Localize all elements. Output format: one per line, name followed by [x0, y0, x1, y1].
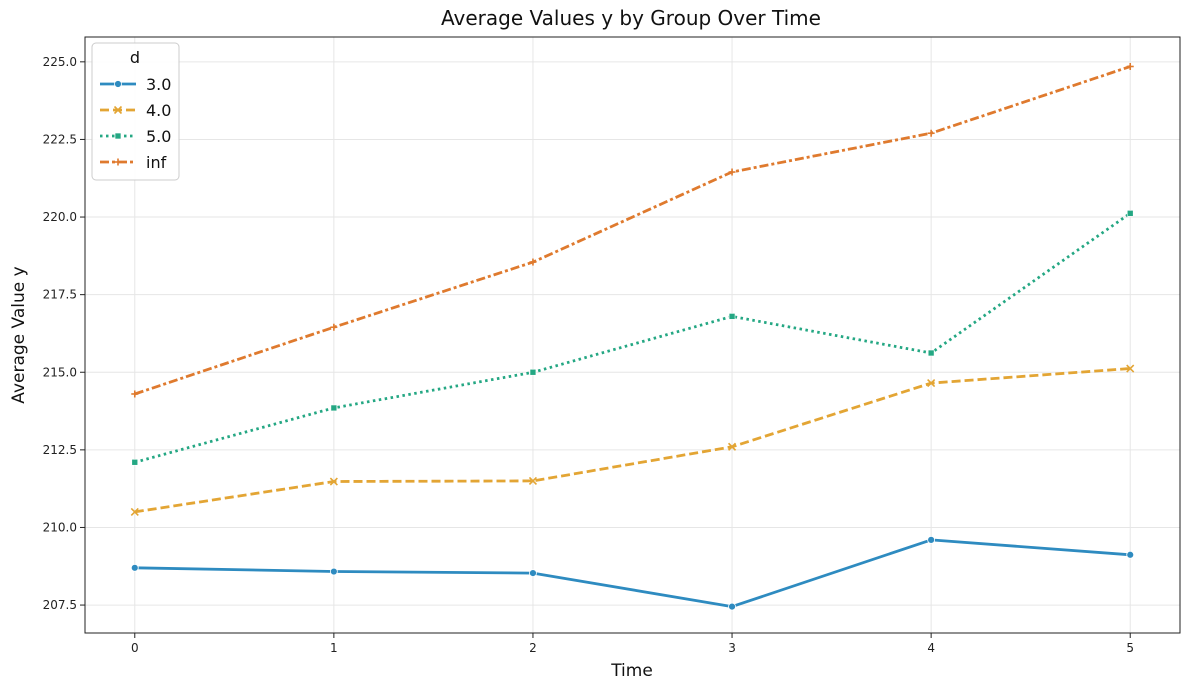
y-tick-label: 212.5: [43, 443, 77, 457]
y-tick-label: 210.0: [43, 520, 77, 534]
legend-title: d: [130, 48, 140, 67]
x-tick-label: 1: [330, 641, 338, 655]
legend-marker: [114, 132, 122, 140]
legend-item: inf: [100, 153, 167, 172]
x-tick-label: 3: [728, 641, 736, 655]
y-axis-title: Average Value y: [9, 266, 29, 403]
x-tick-label: 2: [529, 641, 537, 655]
y-tick-label: 225.0: [43, 55, 77, 69]
series-line: [134, 65, 1131, 396]
y-tick-label: 207.5: [43, 598, 77, 612]
data-point: [927, 379, 936, 388]
data-point: [529, 368, 537, 376]
data-point: [927, 535, 936, 544]
data-point: [528, 476, 538, 485]
data-point: [1126, 210, 1134, 217]
legend-label: inf: [146, 153, 167, 172]
data-point: [130, 563, 139, 572]
data-point: [728, 168, 736, 176]
legend-label: 4.0: [146, 101, 171, 120]
y-tick-label: 215.0: [43, 365, 77, 379]
plot-frame: [84, 36, 1181, 634]
legend-marker: [114, 158, 122, 166]
series-inf: [131, 62, 1134, 398]
series-line: [134, 538, 1131, 608]
series-3-0: [130, 535, 1135, 611]
chart-title: Average Values y by Group Over Time: [441, 6, 821, 30]
data-point: [727, 442, 737, 451]
data-point: [728, 602, 736, 611]
y-tick-label: 217.5: [43, 288, 77, 302]
legend-item: 3.0: [100, 75, 171, 94]
series-line: [134, 367, 1131, 514]
y-tick-label: 220.0: [43, 210, 77, 224]
y-tick-label: 222.5: [43, 132, 77, 146]
x-tick-label: 5: [1126, 641, 1134, 655]
data-point: [330, 404, 338, 412]
series-line: [134, 212, 1132, 464]
legend-item: 5.0: [100, 127, 171, 146]
grid-lines: [85, 37, 1180, 633]
legend-label: 5.0: [146, 127, 171, 146]
data-point: [1126, 62, 1134, 70]
data-point: [1126, 550, 1135, 559]
legend-marker: [113, 105, 123, 115]
legend-label: 3.0: [146, 75, 171, 94]
legend-marker: [114, 80, 122, 88]
series-group: [130, 62, 1135, 611]
data-point: [728, 313, 736, 320]
data-point: [131, 390, 139, 398]
legend-item: 4.0: [100, 101, 171, 120]
x-axis-title: Time: [610, 661, 653, 681]
axis-ticks: 0 1 2 3 4 5 207.5 210.0 212.5 215.0 217.5 220.0 222.…: [43, 55, 1134, 655]
x-tick-label: 0: [131, 641, 139, 655]
data-point: [329, 477, 338, 486]
data-point: [927, 349, 935, 357]
data-point: [131, 458, 139, 466]
series-4-0: [130, 364, 1135, 517]
data-point: [529, 258, 537, 266]
data-point: [329, 567, 338, 576]
legend-box: [91, 42, 180, 181]
series-5-0: [131, 210, 1134, 466]
data-point: [130, 507, 139, 517]
x-tick-label: 4: [927, 641, 935, 655]
data-point: [927, 129, 935, 137]
data-point: [529, 569, 537, 577]
data-point: [1126, 364, 1135, 373]
legend: d 3.0 4.0 5.0 inf: [91, 42, 180, 181]
data-point: [330, 323, 338, 331]
